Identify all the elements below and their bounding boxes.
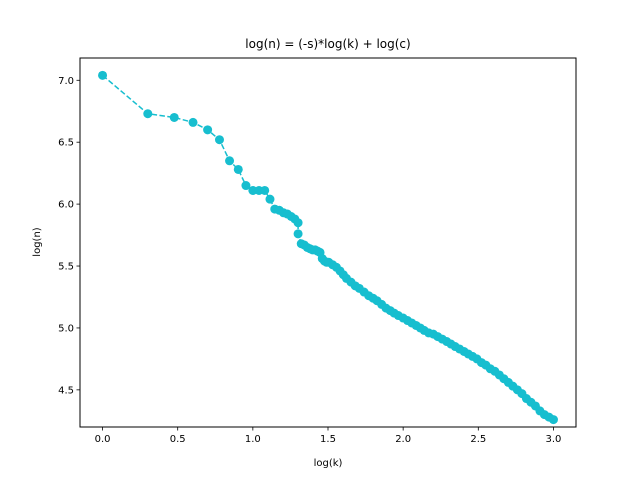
data-point — [143, 109, 153, 119]
data-point — [248, 185, 258, 195]
x-tick-label: 0.0 — [95, 434, 111, 445]
x-tick-label: 1.0 — [245, 434, 261, 445]
chart-title: log(n) = (-s)*log(k) + log(c) — [245, 37, 410, 51]
x-axis: 0.0 0.5 1.0 1.5 2.0 2.5 3.0 — [95, 427, 562, 445]
data-point — [169, 112, 179, 122]
x-tick-label: 0.5 — [170, 434, 186, 445]
data-point — [260, 185, 270, 195]
data-point — [241, 181, 251, 191]
y-axis-label: log(n) — [32, 227, 43, 256]
x-axis-label: log(k) — [314, 458, 343, 469]
data-point — [203, 125, 213, 135]
data-point — [548, 415, 558, 425]
x-tick-label: 2.5 — [470, 434, 486, 445]
data-point — [265, 194, 275, 204]
data-point — [214, 135, 224, 145]
y-axis: 4.5 5.0 5.5 6.0 6.5 7.0 — [58, 76, 80, 396]
plot-marks — [98, 70, 558, 425]
x-tick-label: 1.5 — [320, 434, 336, 445]
x-tick-label: 2.0 — [395, 434, 411, 445]
y-tick-label: 7.0 — [58, 76, 74, 87]
y-tick-label: 5.0 — [58, 323, 74, 334]
y-tick-label: 4.5 — [58, 385, 74, 396]
data-point — [98, 70, 108, 80]
x-tick-label: 3.0 — [546, 434, 562, 445]
data-point — [293, 218, 303, 228]
data-point — [225, 156, 235, 166]
y-tick-label: 6.5 — [58, 138, 74, 149]
data-point — [293, 229, 303, 239]
data-point — [188, 117, 198, 127]
data-point — [233, 164, 243, 174]
y-tick-label: 6.0 — [58, 200, 74, 211]
y-tick-label: 5.5 — [58, 262, 74, 273]
